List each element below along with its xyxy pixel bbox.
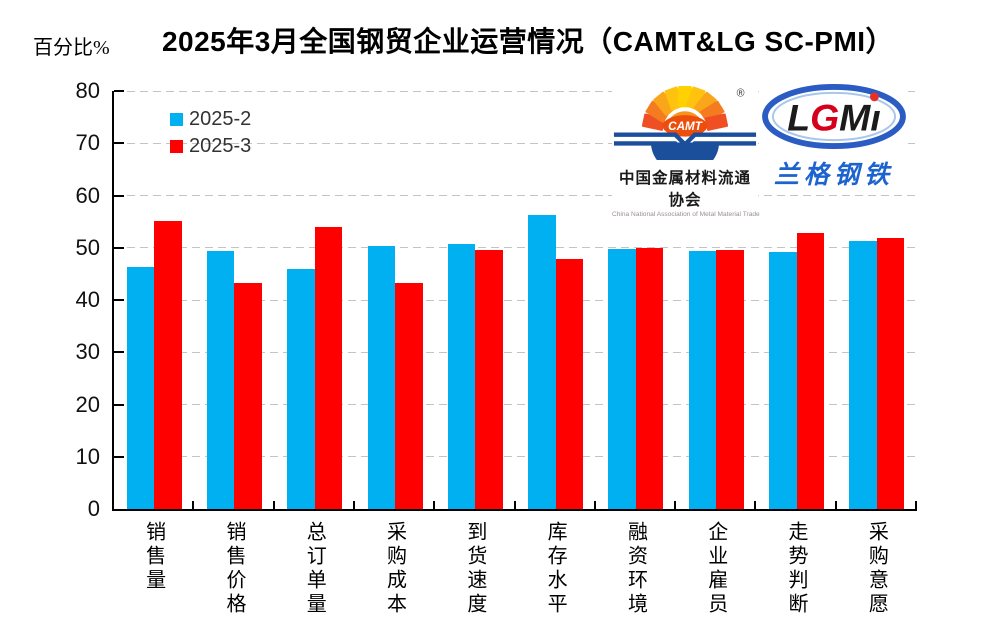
bar-2025-3	[475, 249, 503, 509]
bar-2025-3	[395, 283, 423, 509]
x-axis-tick	[915, 501, 917, 509]
y-tick-label: 40	[75, 287, 100, 312]
bar-2025-2	[849, 241, 877, 509]
x-axis-tick	[674, 501, 677, 509]
y-tick-label: 60	[75, 182, 100, 208]
legend-item-2025-3: 2025-3	[170, 133, 251, 160]
gridline	[114, 299, 917, 301]
gridline	[114, 142, 917, 144]
bar-2025-2	[206, 250, 235, 509]
x-category-label: 采购意愿	[865, 521, 888, 617]
x-axis-tick	[272, 501, 275, 509]
bar-2025-3	[876, 238, 905, 509]
y-axis-tick	[114, 351, 124, 354]
x-category-label: 企业雇员	[704, 521, 727, 617]
x-category-label: 走势判断	[785, 521, 808, 617]
bar-2025-2	[447, 243, 476, 509]
chart-title: 2025年3月全国钢贸企业运营情况（CAMT&LG SC-PMI）	[161, 26, 895, 57]
gridline	[114, 351, 917, 353]
y-tick-label: 20	[75, 391, 100, 417]
y-axis-tick	[114, 246, 124, 249]
y-tick-label: 0	[87, 496, 100, 521]
svg-text:CAMT: CAMT	[668, 120, 703, 133]
legend-label: 2025-2	[189, 108, 252, 130]
bar-2025-2	[287, 269, 315, 509]
bar-2025-2	[528, 215, 556, 509]
bar-2025-3	[314, 226, 343, 509]
plot-area	[112, 90, 917, 511]
y-axis-tick	[114, 142, 124, 145]
x-axis-tick	[593, 501, 596, 509]
lgmi-ellipse-icon: LGMı	[762, 84, 906, 150]
y-axis-tick	[114, 299, 124, 301]
y-axis-tick	[114, 455, 124, 458]
svg-text:LGMı: LGMı	[787, 96, 881, 138]
x-axis-tick	[513, 501, 516, 509]
sun-rays	[641, 85, 729, 131]
x-category-label: 库存水平	[544, 521, 567, 617]
gridline	[114, 247, 917, 249]
y-tick-label: 10	[75, 443, 100, 469]
bar-2025-3	[796, 233, 825, 509]
bar-2025-2	[367, 245, 396, 509]
bar-2025-3	[555, 259, 584, 509]
bar-2025-3	[234, 283, 262, 509]
lgmi-logo: LGMı 兰格钢铁	[760, 84, 908, 191]
gridline	[114, 195, 917, 196]
gridline	[114, 404, 917, 405]
lgmi-name-cn: 兰格钢铁	[773, 162, 894, 189]
bar-2025-2	[769, 251, 797, 509]
y-tick-label: 70	[75, 130, 100, 156]
bar-2025-2	[126, 266, 155, 509]
x-axis-tick	[433, 501, 436, 509]
x-axis-tick	[754, 501, 757, 509]
x-axis-tick	[192, 501, 195, 509]
chart-legend: 2025-2 2025-3	[170, 106, 251, 160]
x-axis-tick	[352, 501, 355, 509]
gridline	[114, 456, 917, 458]
bar-2025-3	[154, 221, 182, 509]
y-tick-label: 50	[75, 234, 100, 260]
legend-label: 2025-3	[189, 135, 252, 157]
y-axis-tick	[114, 194, 124, 197]
bar-2025-3	[635, 248, 664, 509]
camt-name-cn: 中国金属材料流通协会	[618, 170, 751, 209]
y-axis-tick	[114, 403, 124, 406]
bar-2025-3	[716, 250, 744, 509]
camt-logo: CAMT ® 中国金属材料流通协会 China National Associa…	[612, 84, 760, 218]
camt-name-en: China National Association of Metal Mate…	[612, 211, 760, 218]
x-category-label: 销售量	[142, 521, 165, 593]
x-category-label: 融资环境	[624, 521, 647, 617]
gridline	[114, 90, 917, 92]
registered-mark: ®	[737, 88, 745, 100]
x-category-label: 销售价格	[222, 521, 245, 617]
x-category-label: 到货速度	[463, 521, 486, 617]
y-axis-tick	[114, 90, 124, 92]
bar-2025-2	[608, 248, 636, 509]
x-axis-tick	[834, 501, 837, 509]
bar-2025-2	[688, 251, 717, 509]
camt-sun-wave-icon: CAMT ®	[613, 85, 757, 174]
legend-swatch-red	[170, 140, 183, 153]
y-tick-label: 30	[75, 339, 100, 365]
y-tick-label: 80	[75, 78, 100, 103]
x-category-label: 采购成本	[383, 521, 406, 617]
x-category-label: 总订单量	[303, 521, 326, 617]
legend-item-2025-2: 2025-2	[170, 106, 251, 133]
legend-swatch-blue	[170, 113, 183, 126]
y-axis-unit-label: 百分比%	[33, 37, 110, 59]
